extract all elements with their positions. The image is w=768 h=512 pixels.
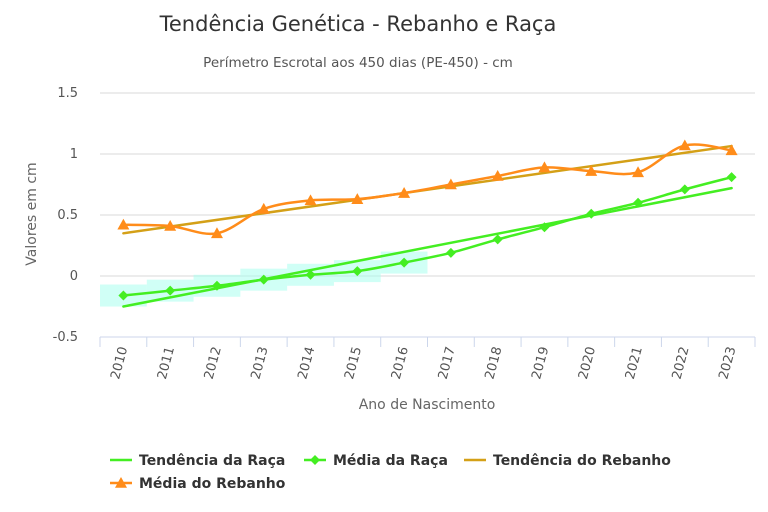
y-tick-label: -0.5 (53, 330, 78, 345)
x-tick-label: 2016 (389, 345, 412, 381)
x-tick-label: 2022 (670, 345, 693, 381)
y-axis-title: Valores em cm (24, 162, 40, 265)
data-point (726, 172, 737, 183)
data-point (117, 218, 130, 230)
x-tick-label: 2015 (342, 345, 365, 381)
data-point (632, 166, 645, 178)
x-tick-label: 2013 (249, 345, 272, 381)
x-tick-label: 2014 (295, 345, 318, 381)
series-line-triangle (117, 139, 738, 239)
y-tick-label: 0 (70, 269, 78, 284)
x-axis-ticks: 2010 2011 2012 2013 2014 2015 2016 2017 2018 2019… (99, 337, 756, 381)
x-tick-label: 2021 (623, 345, 646, 381)
x-tick-label: 2019 (529, 345, 552, 381)
data-point (351, 193, 364, 204)
data-point (725, 144, 738, 156)
series-trend (122, 186, 733, 308)
legend-label: Média da Raça (333, 453, 448, 469)
x-tick-label: 2012 (202, 345, 225, 381)
data-point (538, 161, 551, 173)
x-tick-label: 2023 (716, 345, 739, 381)
y-axis-ticks: -0.5 0 0.5 1 1.5 (53, 86, 78, 345)
trend-line (122, 186, 733, 308)
legend-label: Tendência do Rebanho (493, 453, 671, 469)
y-tick-label: 1.5 (57, 86, 78, 101)
data-point (399, 257, 410, 268)
series-line (123, 143, 732, 236)
data-point (352, 266, 363, 277)
legend-item: Média da Raça (304, 453, 448, 469)
x-tick-label: 2010 (108, 345, 131, 381)
series-line-diamond (100, 172, 737, 307)
legend-marker (115, 477, 127, 488)
x-axis-title: Ano de Nascimento (359, 397, 496, 413)
data-point (491, 169, 504, 181)
data-point (679, 184, 690, 195)
data-point (164, 219, 177, 231)
data-point (444, 178, 457, 190)
grid (100, 92, 755, 338)
data-point (305, 269, 316, 280)
legend: Tendência da Raça Média da Raça Tendência … (110, 453, 671, 492)
data-point (445, 247, 456, 258)
legend-marker (310, 455, 320, 465)
x-tick-label: 2020 (576, 345, 599, 381)
y-tick-label: 0.5 (57, 208, 78, 223)
data-point (165, 285, 176, 296)
chart-title: Tendência Genética - Rebanho e Raça (159, 12, 557, 36)
y-tick-label: 1 (70, 147, 78, 162)
legend-label: Tendência da Raça (139, 453, 285, 469)
x-tick-label: 2011 (155, 345, 178, 381)
data-point (257, 202, 270, 214)
data-point (398, 187, 411, 198)
data-point (118, 290, 129, 301)
data-point (585, 165, 598, 176)
legend-item: Média do Rebanho (110, 476, 286, 492)
legend-item: Tendência do Rebanho (464, 453, 671, 469)
data-point (678, 139, 691, 151)
data-point (304, 194, 317, 206)
chart-subtitle: Perímetro Escrotal aos 450 dias (PE-450)… (203, 55, 513, 71)
data-point (210, 227, 223, 239)
data-point (492, 234, 503, 245)
x-tick-label: 2017 (436, 345, 459, 381)
legend-item: Tendência da Raça (110, 453, 285, 469)
plot-series (100, 139, 738, 308)
x-tick-label: 2018 (482, 345, 505, 381)
legend-label: Média do Rebanho (139, 476, 286, 492)
